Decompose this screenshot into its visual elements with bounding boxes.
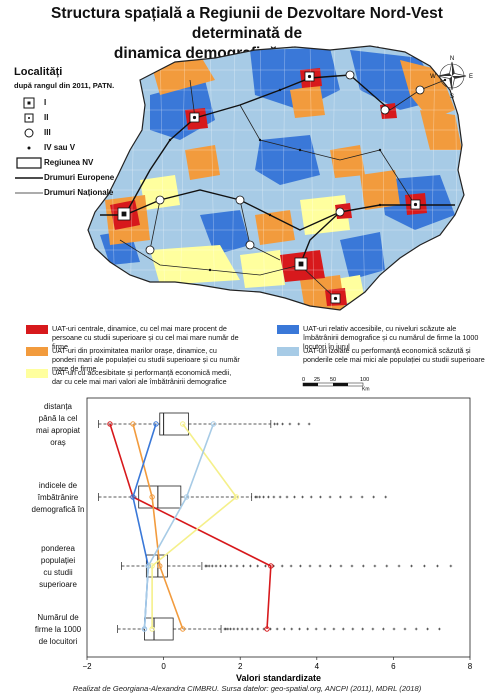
rank-III-symbol	[14, 126, 44, 139]
cluster-line-2	[151, 423, 238, 629]
legend-row-region: Regiunea NV	[14, 155, 134, 170]
cluster-point-0	[264, 626, 270, 632]
cluster-point-3	[153, 421, 159, 427]
category-label: îmbătrânire	[37, 493, 79, 502]
x-axis: −2 0 2 4 6 8 Valori standardizate	[82, 657, 473, 683]
class-swatch-yellow	[26, 369, 48, 378]
region-boundary-symbol	[14, 156, 44, 169]
class-legend-item-yellow: UAT-uri cu accesibitate și performanță e…	[26, 368, 242, 386]
x-tick-label: −2	[82, 662, 92, 671]
category-label: ponderea	[41, 544, 75, 553]
category-label: până la cel	[39, 414, 78, 423]
x-axis-label: Valori standardizate	[236, 673, 321, 683]
x-tick-label: 2	[238, 662, 243, 671]
boxplot-outliers	[204, 422, 453, 631]
category-label: firme la 1000	[35, 625, 82, 634]
category-label: populației	[41, 556, 75, 565]
compass-e: E	[469, 74, 473, 80]
box-iqr	[159, 412, 189, 436]
class-legend-item-red: UAT-uri centrale, dinamice, cu cel mai m…	[26, 324, 242, 351]
category-label: superioare	[39, 580, 77, 589]
category-label: de locuitori	[39, 637, 78, 646]
svg-text:50: 50	[330, 377, 336, 383]
cluster-point-2	[149, 626, 155, 632]
legend-row-rank-II: II	[14, 110, 134, 125]
svg-text:100: 100	[360, 377, 369, 383]
class-legend-item-blue: UAT-uri relativ accesibile, cu niveluri …	[277, 324, 493, 351]
cluster-line-4	[143, 423, 215, 630]
european-road-symbol	[14, 171, 44, 184]
category-label: indicele de	[39, 481, 78, 490]
cluster-point-1	[130, 421, 136, 427]
cluster-point-1	[149, 494, 155, 500]
category-label: oraș	[50, 438, 66, 447]
legend-row-rank-III: III	[14, 125, 134, 140]
cluster-point-3	[130, 494, 136, 500]
source-footer: Realizat de Georgiana-Alexandra CIMBRU. …	[72, 684, 422, 693]
legend-row-european-roads: Drumuri Europene	[14, 170, 134, 185]
rank-I-symbol	[14, 96, 44, 109]
category-label: distanța	[44, 402, 73, 411]
legend-row-national-roads: Drumuri Naționale	[14, 185, 134, 200]
cluster-line-1	[132, 423, 184, 630]
cluster-profile-lines	[107, 421, 274, 632]
x-tick-label: 0	[161, 662, 166, 671]
legend-subheader: după rangul din 2011, PATN.	[14, 81, 115, 90]
cluster-point-2	[233, 494, 240, 500]
svg-text:Km: Km	[362, 387, 370, 392]
boxplot-category-labels: distanța până la cel mai apropiat oraș indic…	[32, 402, 85, 646]
compass-s: S	[450, 94, 454, 100]
rank-IV-V-symbol	[14, 141, 44, 154]
rank-II-symbol	[14, 111, 44, 124]
compass-rose: N S E W	[430, 56, 473, 100]
cluster-point-2	[180, 421, 186, 427]
class-legend-item-lightblue: UAT-uri izolate cu performanță economică…	[277, 346, 493, 364]
settlement-symbols	[117, 70, 425, 304]
svg-text:0: 0	[302, 377, 305, 383]
class-swatch-blue	[277, 325, 299, 334]
scale-bar: 0 25 50 100 Km	[302, 377, 370, 392]
class-legend-item-orange: UAT-uri din proximitatea marilor orașe, …	[26, 346, 242, 373]
class-swatch-lightblue	[277, 347, 299, 356]
box-iqr	[138, 485, 182, 509]
region-map: N S E W	[87, 45, 473, 311]
cluster-point-4	[210, 421, 217, 427]
svg-text:25: 25	[314, 377, 320, 383]
x-tick-label: 6	[391, 662, 396, 671]
category-label: demografică în	[32, 505, 85, 514]
cluster-point-2	[149, 563, 155, 569]
x-tick-label: 8	[468, 662, 473, 671]
symbol-legend: Localități după rangul din 2011, PATN. I…	[14, 66, 134, 200]
compass-w: W	[430, 74, 436, 80]
cluster-point-1	[157, 563, 163, 569]
legend-row-rank-I: I	[14, 95, 134, 110]
category-label: Numărul de	[37, 613, 79, 622]
cluster-point-4	[183, 494, 190, 500]
cluster-point-0	[268, 563, 274, 569]
legend-row-rank-IV-V: IV sau V	[14, 140, 134, 155]
category-label: cu studii	[43, 568, 73, 577]
region-boundary	[87, 45, 465, 311]
cluster-line-0	[109, 423, 272, 630]
cluster-point-0	[107, 421, 113, 427]
national-road-symbol	[14, 186, 44, 199]
x-tick-label: 4	[315, 662, 320, 671]
class-swatch-red	[26, 325, 48, 334]
cluster-point-1	[180, 626, 186, 632]
category-label: mai apropiat	[36, 426, 81, 435]
class-swatch-orange	[26, 347, 48, 356]
compass-n: N	[450, 56, 454, 62]
cluster-point-4	[141, 626, 148, 632]
title-line-1: Structura spațială a Regiunii de Dezvolt…	[51, 5, 443, 42]
legend-header: Localități	[14, 66, 63, 78]
cluster-point-4	[145, 563, 151, 569]
